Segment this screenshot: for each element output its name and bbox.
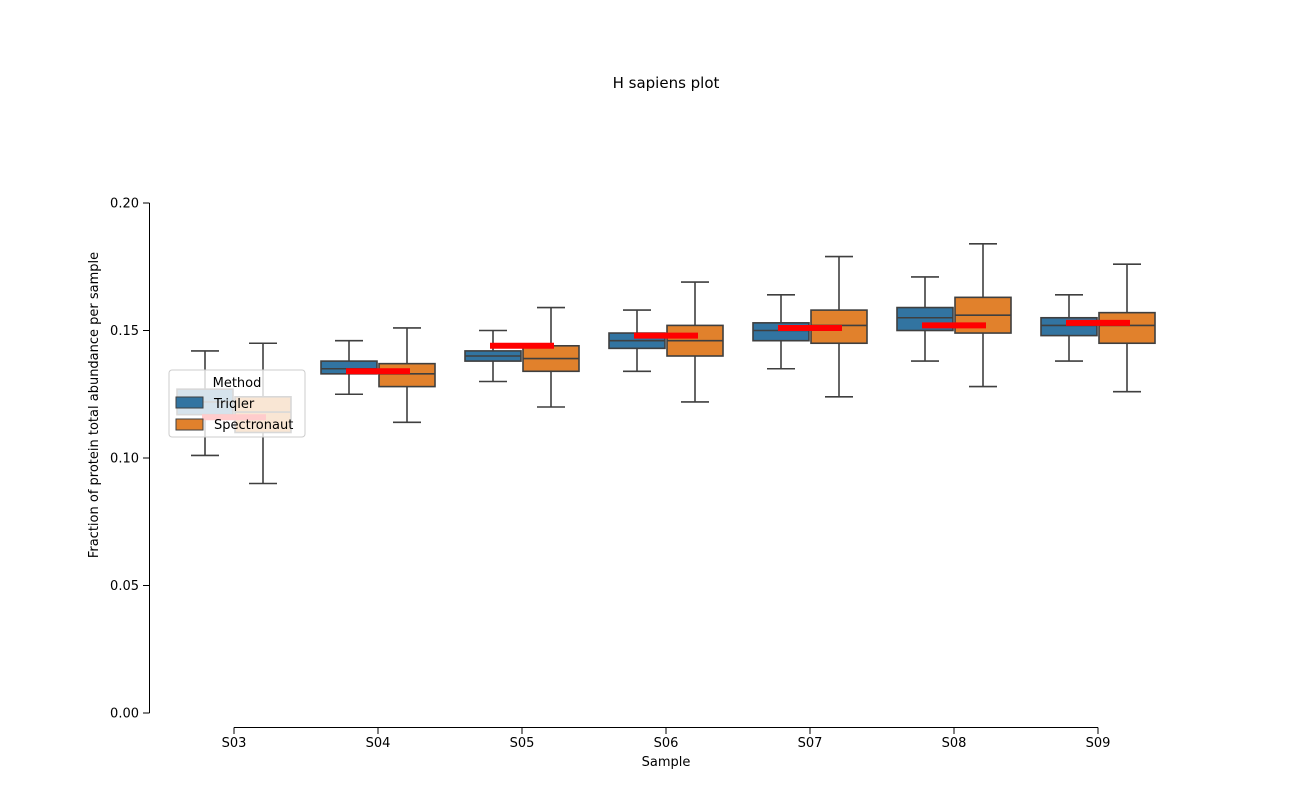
legend: Method Triqler Spectronaut — [168, 369, 306, 438]
chart-title: H sapiens plot — [613, 74, 720, 92]
y-tick-label: 0.00 — [110, 707, 139, 722]
box-triqler-s05 — [464, 329, 522, 383]
y-tick-label: 0.15 — [110, 324, 139, 339]
legend-swatch-spectronaut — [175, 418, 204, 431]
x-tick-label: S05 — [510, 736, 535, 751]
x-tick-label: S07 — [798, 736, 823, 751]
y-axis: 0.00 0.05 0.10 0.15 0.20 — [110, 197, 150, 722]
x-tick-label: S08 — [942, 736, 967, 751]
box-triqler-s04 — [320, 339, 378, 396]
y-tick-label: 0.10 — [110, 452, 139, 467]
y-tick-label: 0.20 — [110, 197, 139, 212]
x-axis-label: Sample — [642, 755, 691, 770]
box-triqler-s07 — [752, 293, 810, 370]
box-spectronaut-s06 — [666, 281, 724, 403]
x-tick-label: S06 — [654, 736, 679, 751]
x-axis: S03 S04 S05 S06 S07 S08 S09 — [222, 727, 1111, 751]
x-tick-label: S09 — [1086, 736, 1111, 751]
y-axis-label: Fraction of protein total abundance per … — [87, 252, 102, 558]
legend-label-spectronaut: Spectronaut — [214, 418, 293, 433]
legend-swatch-triqler — [175, 396, 204, 409]
box-spectronaut-s05 — [522, 306, 580, 408]
iqr-box — [378, 362, 436, 388]
box-spectronaut-s09 — [1098, 263, 1156, 393]
x-tick-label: S03 — [222, 736, 247, 751]
box-spectronaut-s04 — [378, 327, 436, 424]
legend-title: Method — [213, 376, 262, 391]
box-triqler-s08 — [896, 276, 954, 362]
box-triqler-s06 — [608, 309, 666, 373]
box-group — [176, 243, 1156, 485]
y-tick-label: 0.05 — [110, 579, 139, 594]
box-spectronaut-s08 — [954, 243, 1012, 388]
legend-label-triqler: Triqler — [213, 397, 255, 412]
iqr-box — [1098, 311, 1156, 345]
x-tick-label: S04 — [366, 736, 391, 751]
box-triqler-s09 — [1040, 293, 1098, 362]
